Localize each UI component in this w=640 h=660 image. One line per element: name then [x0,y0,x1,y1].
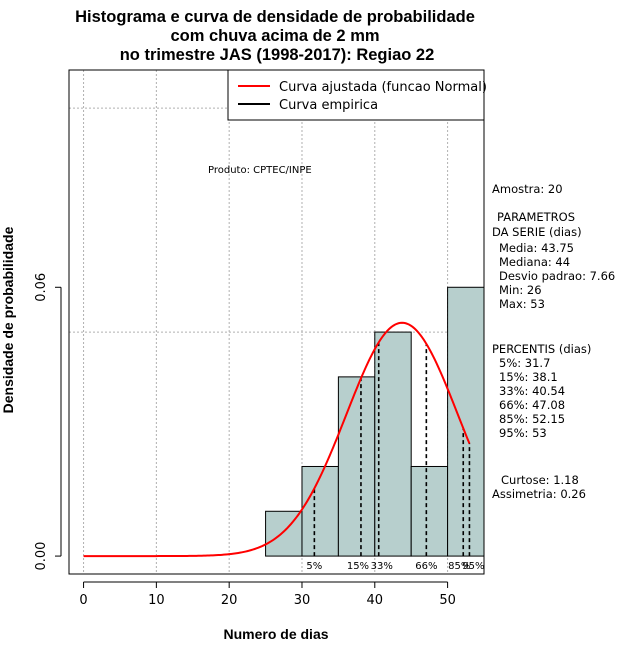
percentil-33: 33%: 40.54 [499,384,565,398]
histogram-bar-4 [410,465,449,557]
legend-label-fitted: Curva ajustada (funcao Normal) [279,80,487,95]
fitted-normal-curve [83,321,471,558]
param-stddev: Desvio padrao: 7.66 [499,269,615,283]
param-median: Mediana: 44 [499,255,570,269]
percentile-label-5: 95% [462,561,484,572]
percentil-66: 66%: 47.08 [499,398,565,412]
percentil-5: 5%: 31.7 [499,356,550,370]
param-min: Min: 26 [499,283,542,297]
histogram-bar-3 [374,331,412,557]
chart-title-line-1: Histograma e curva de densidade de proba… [75,8,475,26]
chart-title-line-2: com chuva acima de 2 mm [170,27,379,45]
legend-label-empirical: Curva empirica [279,98,378,113]
percentile-label-3: 66% [415,561,437,572]
y-tick-label-0: 0.00 [34,542,49,571]
percentile-lines: 5% 15% 33% 66% 85%95% [306,342,485,572]
product-label: Produto: CPTEC/INPE [208,165,312,176]
histogram-bar-5 [447,286,485,557]
stats-panel: Amostra: 20 PARAMETROS DA SERIE (dias) M… [492,182,615,501]
percentile-label-4: 85% [448,561,470,572]
percentile-label-1: 15% [347,561,369,572]
y-tick-label-1: 0.06 [34,273,49,302]
histogram-bar-2 [337,376,376,557]
x-tick-label-1: 10 [148,593,165,608]
sample-size: Amostra: 20 [492,182,563,196]
x-tick-label-3: 30 [294,593,311,608]
x-tick-label-2: 20 [221,593,238,608]
percentile-label-0: 5% [306,561,322,572]
legend: Curva ajustada (funcao Normal) Curva emp… [227,69,487,121]
param-max: Max: 53 [499,297,545,311]
params-header-2: DA SERIE (dias) [492,225,582,239]
param-mean: Media: 43.75 [499,241,574,255]
fitted-curve [83,321,471,558]
percentil-95: 95%: 53 [499,426,547,440]
legend-box [227,69,485,121]
x-tick-label-5: 50 [439,593,456,608]
y-axis-title: Densidade de probabilidade [0,226,16,413]
percentil-15: 15%: 38.1 [499,370,558,384]
x-axis: 0 10 20 30 40 50 [79,581,456,608]
x-tick-label-0: 0 [79,593,87,608]
x-tick-label-4: 40 [367,593,384,608]
x-axis-title: Numero de dias [223,626,328,642]
histogram-bar-1 [301,465,339,557]
chart-title-line-3: no trimestre JAS (1998-2017): Regiao 22 [120,46,435,64]
percentil-85: 85%: 52.15 [499,412,565,426]
histogram-bars [265,286,485,557]
percentile-label-2: 33% [371,561,393,572]
kurtosis: Curtose: 1.18 [501,473,579,487]
y-axis: 0.00 0.06 [34,273,62,571]
percentis-header: PERCENTIS (dias) [492,342,591,356]
skewness: Assimetria: 0.26 [492,487,586,501]
params-header-1: PARAMETROS [497,210,575,224]
